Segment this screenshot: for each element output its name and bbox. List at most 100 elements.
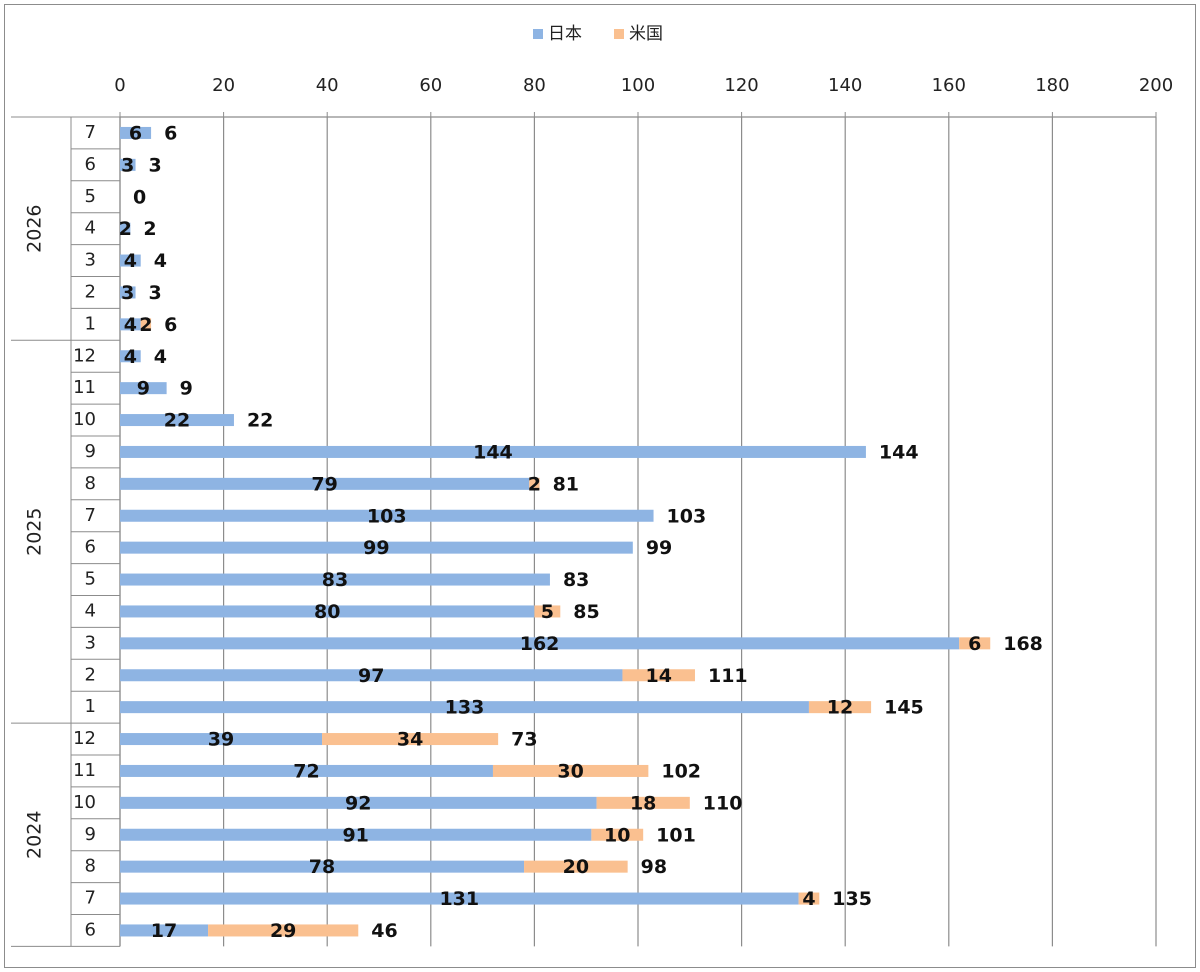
- bar-japan: [120, 541, 633, 554]
- data-label-japan: 92: [345, 792, 371, 814]
- data-label-japan: 99: [363, 537, 389, 559]
- bar-japan: [120, 477, 530, 490]
- data-label-total: 135: [832, 888, 872, 910]
- month-label: 7: [85, 505, 96, 526]
- month-label: 7: [85, 888, 96, 909]
- year-label: 2024: [24, 811, 46, 859]
- month-label: 6: [85, 919, 96, 940]
- bar-us: [591, 828, 644, 841]
- x-tick-label: 80: [523, 75, 546, 96]
- data-label-japan: 4: [124, 346, 137, 368]
- bar-us: [529, 477, 540, 490]
- bar-japan: [120, 669, 623, 682]
- data-label-japan: 78: [309, 856, 335, 878]
- data-label-us: 18: [630, 792, 656, 814]
- month-label: 5: [85, 569, 96, 590]
- bar-japan: [120, 350, 141, 363]
- data-label-total: 22: [247, 410, 273, 432]
- bar-us: [534, 605, 561, 618]
- x-tick-label: 180: [1035, 75, 1069, 96]
- legend-label-japan: 日本: [548, 24, 582, 44]
- data-label-total: 101: [656, 824, 696, 846]
- data-label-japan: 133: [445, 697, 485, 719]
- data-label-total: 111: [708, 665, 748, 687]
- data-label-japan: 9: [137, 378, 150, 400]
- x-tick-label: 160: [932, 75, 966, 96]
- data-label-japan: 72: [293, 760, 319, 782]
- month-label: 9: [85, 441, 96, 462]
- data-label-total: 4: [154, 346, 167, 368]
- data-label-japan: 2: [119, 218, 132, 240]
- data-label-us: 34: [397, 729, 423, 751]
- bar-japan: [120, 892, 799, 905]
- data-label-total: 73: [511, 729, 537, 751]
- data-label-total: 83: [563, 569, 589, 591]
- data-label-us: 14: [645, 665, 671, 687]
- data-label-total: 6: [164, 122, 177, 144]
- x-tick-label: 0: [114, 75, 125, 96]
- bar-us: [524, 860, 628, 873]
- chart-frame: 0 20 40 60 80 100 120 140 160 180 200 2026 2025 2024 7…: [4, 4, 1196, 968]
- bar-us: [622, 669, 695, 682]
- x-tick-label: 20: [212, 75, 235, 96]
- month-label: 1: [85, 313, 96, 334]
- bar-japan: [120, 158, 136, 171]
- data-label-us: 4: [802, 888, 815, 910]
- data-label-us: 5: [541, 601, 554, 623]
- month-label: 8: [85, 856, 96, 877]
- data-label-total: 145: [884, 697, 924, 719]
- data-label-us: 6: [968, 633, 981, 655]
- month-label: 6: [85, 537, 96, 558]
- month-label: 11: [73, 760, 96, 781]
- data-label-total: 102: [661, 760, 701, 782]
- bar-japan: [120, 126, 152, 139]
- bar-japan: [120, 764, 493, 777]
- month-label: 10: [73, 409, 96, 430]
- bar-japan: [120, 414, 234, 427]
- data-label-total: 46: [371, 920, 397, 942]
- data-label-japan: 162: [520, 633, 560, 655]
- month-label: 1: [85, 696, 96, 717]
- data-label-us: 2: [528, 473, 541, 495]
- month-label: 2: [85, 281, 96, 302]
- data-label-total: 9: [180, 378, 193, 400]
- data-label-total: 3: [149, 154, 162, 176]
- data-label-us: 30: [557, 760, 583, 782]
- data-label-japan: 83: [322, 569, 348, 591]
- month-label: 11: [73, 377, 96, 398]
- bar-japan: [120, 924, 209, 937]
- data-label-japan: 3: [121, 282, 134, 304]
- month-label: 12: [73, 345, 96, 366]
- data-label-japan: 4: [124, 250, 137, 272]
- data-label-total: 2: [143, 218, 156, 240]
- data-label-japan: 4: [124, 314, 137, 336]
- data-label-total: 98: [641, 856, 667, 878]
- x-tick-label: 40: [316, 75, 339, 96]
- month-label: 10: [73, 792, 96, 813]
- data-label-us: 2: [139, 314, 152, 336]
- bar-japan: [120, 222, 131, 235]
- month-label: 3: [85, 250, 96, 271]
- bar-us: [596, 796, 690, 809]
- month-label: 12: [73, 728, 96, 749]
- legend-swatch-japan: [533, 29, 543, 39]
- data-label-japan: 17: [151, 920, 177, 942]
- data-label-us: 10: [604, 824, 630, 846]
- bar-japan: [120, 701, 809, 714]
- data-label-japan: 131: [439, 888, 479, 910]
- data-label-japan: 91: [342, 824, 368, 846]
- data-label-total: 85: [573, 601, 599, 623]
- month-label: 4: [85, 600, 96, 621]
- month-label: 2: [85, 664, 96, 685]
- data-label-japan: 79: [311, 473, 337, 495]
- legend-swatch-us: [614, 29, 624, 39]
- bar-japan: [120, 828, 592, 841]
- data-label-total: 3: [149, 282, 162, 304]
- bar-us: [492, 764, 649, 777]
- data-label-total: 168: [1003, 633, 1043, 655]
- month-label: 3: [85, 632, 96, 653]
- month-label: 7: [85, 122, 96, 143]
- data-label-japan: 39: [208, 729, 234, 751]
- bar-japan: [120, 509, 654, 522]
- bar-japan: [120, 382, 167, 395]
